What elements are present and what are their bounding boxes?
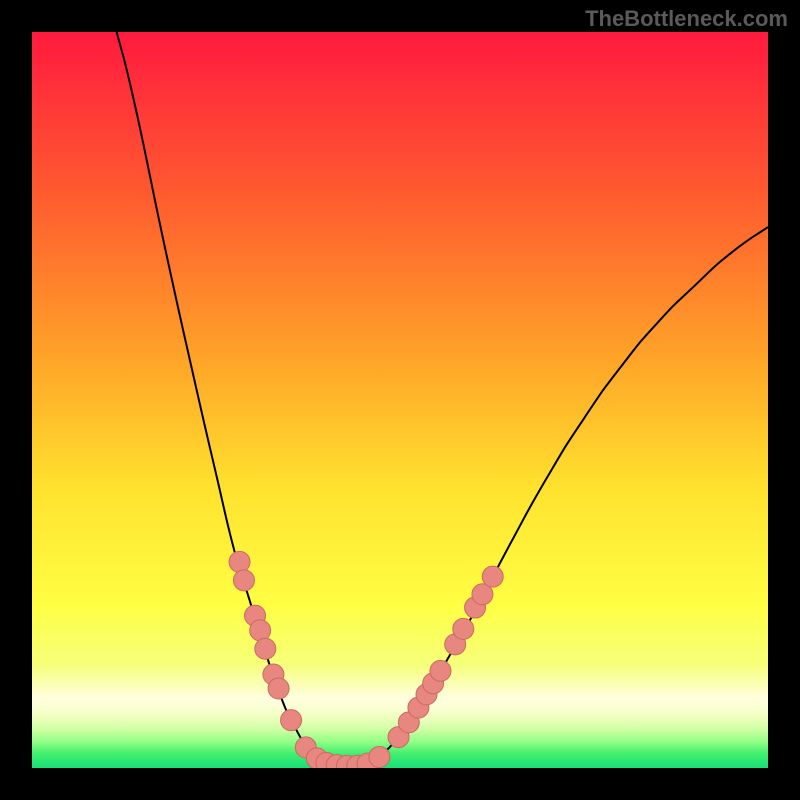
data-marker xyxy=(281,710,302,731)
data-marker xyxy=(255,638,276,659)
data-marker xyxy=(250,620,271,641)
data-marker xyxy=(233,570,254,591)
data-marker xyxy=(453,618,474,639)
plot-area xyxy=(32,32,768,768)
data-marker xyxy=(268,678,289,699)
data-marker xyxy=(430,660,451,681)
data-marker xyxy=(229,551,250,572)
curve-layer xyxy=(32,32,768,768)
data-marker xyxy=(482,566,503,587)
marker-group xyxy=(229,551,503,768)
bottleneck-curve xyxy=(117,32,768,767)
watermark-text: TheBottleneck.com xyxy=(585,6,788,32)
data-marker xyxy=(369,746,390,767)
